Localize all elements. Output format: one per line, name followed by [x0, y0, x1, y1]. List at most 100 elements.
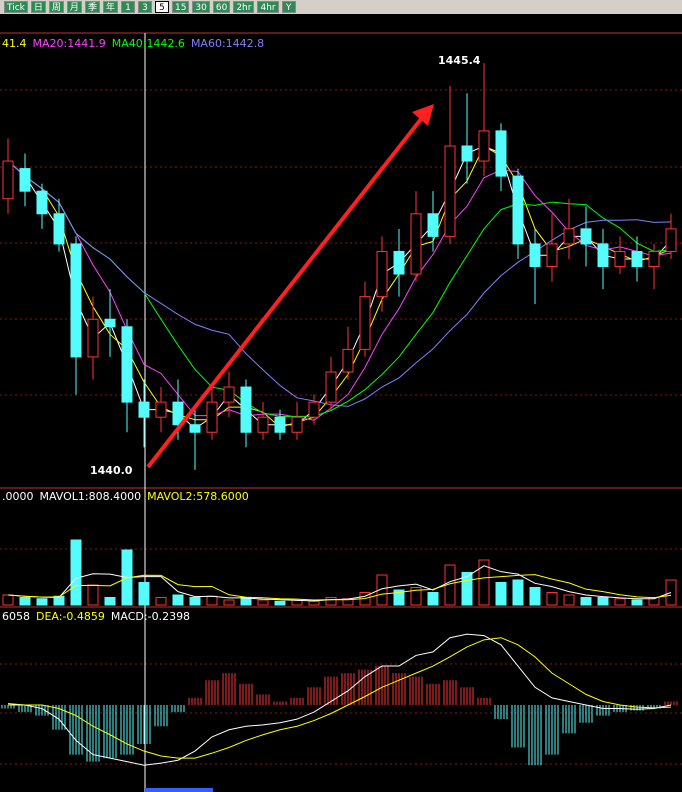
indicator-label: MA20:1441.9 [33, 37, 106, 50]
candle-body [257, 416, 269, 433]
toolbar: Tick 日周月季年 1 3 5 15 30 60 2hr 4hr Y [0, 0, 682, 14]
candle-body [529, 243, 541, 268]
candle-body [478, 130, 490, 162]
indicator-label: MA60:1442.8 [191, 37, 264, 50]
volume-bar [70, 539, 82, 606]
volume-bar [495, 582, 507, 606]
candle-body [308, 401, 320, 418]
chart: 1445.4 1440.0 41.4 MA20:1441.9 MA40:1442.6 MA… [0, 32, 682, 792]
candle-body [291, 416, 303, 433]
average-line [7, 145, 672, 430]
indicator-label: MA40:1442.6 [112, 37, 185, 50]
average-line [7, 145, 672, 428]
toolbar-button[interactable]: 季 [84, 1, 100, 13]
volume-bar [53, 595, 65, 606]
candle-body [121, 326, 133, 403]
dif-line [7, 633, 672, 766]
candle-body [36, 190, 48, 215]
toolbar-button[interactable]: 15 [171, 1, 190, 13]
candle-body [376, 250, 388, 298]
candle-body [580, 228, 592, 245]
candle-body [597, 243, 609, 268]
indicator-label: 6058 [2, 610, 30, 623]
candle-body [648, 250, 660, 268]
candle-body [172, 401, 184, 426]
high-annotation: 1445.4 [438, 54, 481, 67]
toolbar-button[interactable]: 月 [66, 1, 82, 13]
candle-body [87, 318, 99, 358]
candle-body [189, 424, 201, 433]
volume-bar [461, 572, 473, 606]
candle-body [563, 228, 575, 245]
toolbar-button[interactable]: 30 [192, 1, 210, 13]
panel-frame [0, 32, 682, 608]
volume-bar [478, 559, 490, 606]
volume-bar [274, 600, 286, 606]
volume-bar [427, 592, 439, 606]
toolbar-button[interactable]: 2hr [233, 1, 255, 13]
average-line [7, 160, 672, 407]
candle-body [614, 250, 626, 268]
volume-bar [87, 584, 99, 606]
toolbar-button[interactable]: 周 [48, 1, 64, 13]
volume-bar [325, 597, 337, 606]
volume-bar [529, 587, 541, 606]
volume-bar [19, 597, 31, 606]
volume-bar [597, 597, 609, 606]
volume-bar [393, 589, 405, 606]
volume-bar [36, 598, 48, 606]
indicator-label: MAVOL2:578.6000 [147, 490, 249, 503]
volume-bar [104, 597, 116, 606]
candle-body [138, 401, 150, 418]
candle-body [342, 348, 354, 373]
indicator-label: .0000 [2, 490, 34, 503]
trend-arrow [146, 112, 427, 469]
trend-arrow-head [412, 104, 434, 126]
candle-body [274, 416, 286, 433]
low-annotation: 1440.0 [90, 464, 133, 477]
candle-body [393, 250, 405, 275]
toolbar-button[interactable]: 60 [212, 1, 231, 13]
grid [0, 89, 682, 765]
cursor-box [145, 788, 213, 792]
candle-body [427, 213, 439, 237]
candle-body [665, 228, 677, 252]
toolbar-button[interactable]: 1 [120, 1, 135, 13]
candle-body [19, 168, 31, 192]
volume-bar [563, 594, 575, 606]
candle-body [70, 243, 82, 358]
volume-bar [410, 587, 422, 606]
toolbar-button[interactable]: 5 [154, 1, 169, 13]
candle-body [631, 250, 643, 268]
indicator-label: DEA:-0.4859 [36, 610, 105, 623]
volume-bar [138, 582, 150, 606]
volume-bar [189, 597, 201, 606]
toolbar-button[interactable]: 年 [102, 1, 118, 13]
toolbar-button[interactable]: 日 [30, 1, 46, 13]
candle-body [2, 160, 14, 200]
volume-bar [631, 599, 643, 606]
candle-body [495, 130, 507, 177]
volume-bar [223, 599, 235, 606]
volume-bar [155, 597, 167, 606]
volume-bar [376, 574, 388, 606]
toolbar-button[interactable]: Y [281, 1, 296, 13]
volume-bar [580, 597, 592, 606]
volume-bar [2, 594, 14, 606]
volume-bar [512, 579, 524, 606]
average-line [7, 160, 672, 421]
candle-body [359, 296, 371, 350]
toolbar-button[interactable]: 3 [137, 1, 152, 13]
indicator-label: MACD:-0.2398 [111, 610, 190, 623]
candle-body [223, 386, 235, 403]
average-line [7, 574, 672, 601]
volume-bar [308, 600, 320, 606]
volume-bar [172, 594, 184, 606]
candle-body [325, 371, 337, 403]
candle-body [546, 243, 558, 268]
toolbar-button[interactable]: Tick [4, 1, 28, 13]
volume-bar [614, 598, 626, 606]
toolbar-button[interactable]: 4hr [257, 1, 279, 13]
dea-line [8, 637, 672, 759]
